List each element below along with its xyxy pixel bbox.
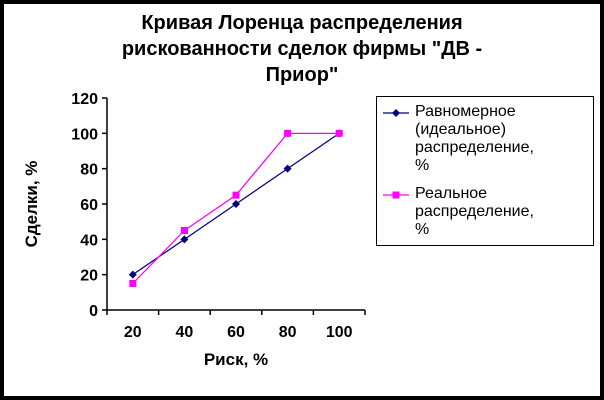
- chart-title: Кривая Лоренца распределения рискованнос…: [4, 10, 600, 88]
- x-axis-title: Риск, %: [203, 350, 269, 369]
- svg-text:60: 60: [227, 324, 245, 341]
- svg-text:60: 60: [80, 197, 98, 214]
- svg-text:100: 100: [326, 324, 353, 341]
- svg-text:20: 20: [80, 268, 98, 285]
- svg-text:120: 120: [71, 91, 98, 108]
- svg-text:80: 80: [80, 162, 98, 179]
- chart-title-line-2: рискованности сделок фирмы "ДВ -: [121, 38, 483, 60]
- svg-text:20: 20: [124, 324, 142, 341]
- svg-text:40: 40: [176, 324, 194, 341]
- legend-symbol-uniform-diamond-icon: [383, 109, 409, 117]
- chart-title-line-1: Кривая Лоренца распределения: [141, 12, 463, 34]
- svg-text:100: 100: [71, 126, 98, 143]
- chart-title-line-3: Приор": [265, 64, 339, 86]
- legend: Равномерное (идеальное) распределение, %…: [376, 96, 594, 246]
- lorenz-curve-plot: 0 20 40 60 80 100 120 20 40 60 80 100: [71, 91, 366, 341]
- legend-label-uniform: Равномерное (идеальное) распределение, %: [415, 103, 534, 174]
- legend-entry-uniform: Равномерное (идеальное) распределение, %: [383, 103, 587, 175]
- svg-text:80: 80: [279, 324, 297, 341]
- svg-text:40: 40: [80, 232, 98, 249]
- legend-entry-real: Реальное распределение, %: [383, 185, 587, 239]
- legend-symbol-real-square-icon: [383, 191, 409, 199]
- legend-label-real: Реальное распределение, %: [415, 185, 534, 238]
- svg-text:0: 0: [89, 303, 98, 320]
